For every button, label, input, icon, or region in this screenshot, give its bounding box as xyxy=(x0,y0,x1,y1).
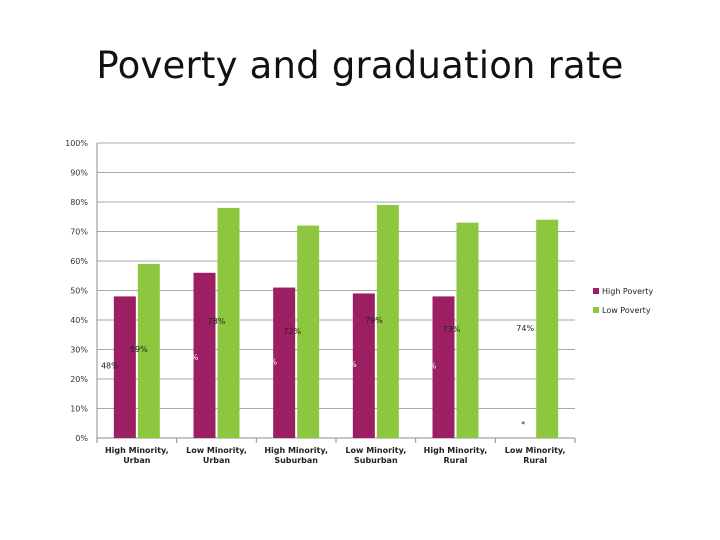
x-category-label: Low Minority, xyxy=(186,446,247,455)
slide-title: Poverty and graduation rate xyxy=(96,44,624,87)
axes: 0% 10% 20% 30% 40% 50% 60% 70% 80% 90% 100% xyxy=(65,139,576,443)
x-category-label: Urban xyxy=(123,456,151,465)
y-tick-label: 10% xyxy=(70,405,88,414)
bar-low-poverty xyxy=(297,225,320,438)
data-label: 73% xyxy=(443,325,461,334)
x-category-label: Suburban xyxy=(274,456,318,465)
bar-low-poverty xyxy=(536,219,559,438)
data-label: 74% xyxy=(516,324,534,333)
bar-low-poverty xyxy=(137,263,160,438)
x-category-label: Rural xyxy=(523,456,547,465)
x-category-label: Urban xyxy=(203,456,231,465)
data-label: 48% xyxy=(419,362,437,371)
y-tick-label: 0% xyxy=(75,434,88,443)
bar-high-poverty xyxy=(193,272,216,438)
y-tick-label: 20% xyxy=(70,375,88,384)
y-tick-label: 80% xyxy=(70,198,88,207)
x-category-label: High Minority, xyxy=(105,446,169,455)
x-category-label: High Minority, xyxy=(424,446,488,455)
x-category-label: Rural xyxy=(444,456,468,465)
y-tick-label: 90% xyxy=(70,169,88,178)
data-labels: 48% 59% 56% 78% 51% 72% 49% 79% 48% 73% 74% * xyxy=(101,316,535,429)
data-label: 49% xyxy=(339,360,357,369)
bar-high-poverty xyxy=(113,296,136,438)
bar-high-poverty xyxy=(352,293,375,438)
x-category-label: Low Minority, xyxy=(505,446,566,455)
legend-label: High Poverty xyxy=(602,287,653,296)
y-tick-label: 30% xyxy=(70,346,88,355)
data-label: 78% xyxy=(208,317,226,326)
bars xyxy=(113,204,559,438)
bar-low-poverty xyxy=(217,207,240,438)
data-label: 72% xyxy=(283,327,301,336)
bar-high-poverty xyxy=(432,296,455,438)
gridlines xyxy=(97,142,575,409)
y-tick-label: 70% xyxy=(70,228,88,237)
bar-high-poverty xyxy=(273,287,296,438)
annotation-asterisk: * xyxy=(521,420,525,429)
data-label: 59% xyxy=(130,345,148,354)
data-label: 79% xyxy=(365,316,383,325)
bar-low-poverty xyxy=(456,222,479,438)
y-tick-label: 60% xyxy=(70,257,88,266)
data-label: 48% xyxy=(101,362,119,371)
x-category-label: High Minority, xyxy=(264,446,328,455)
y-tick-label: 50% xyxy=(70,287,88,296)
data-label: 51% xyxy=(259,357,277,366)
bar-low-poverty xyxy=(376,204,399,438)
y-tick-label: 100% xyxy=(65,139,88,148)
x-category-label: Low Minority, xyxy=(345,446,406,455)
y-tick-label: 40% xyxy=(70,316,88,325)
legend-swatch xyxy=(593,307,599,313)
data-label: 56% xyxy=(181,353,199,362)
legend-swatch xyxy=(593,288,599,294)
legend-label: Low Poverty xyxy=(602,306,651,315)
x-category-label: Suburban xyxy=(354,456,398,465)
legend: High Poverty Low Poverty xyxy=(593,287,653,315)
